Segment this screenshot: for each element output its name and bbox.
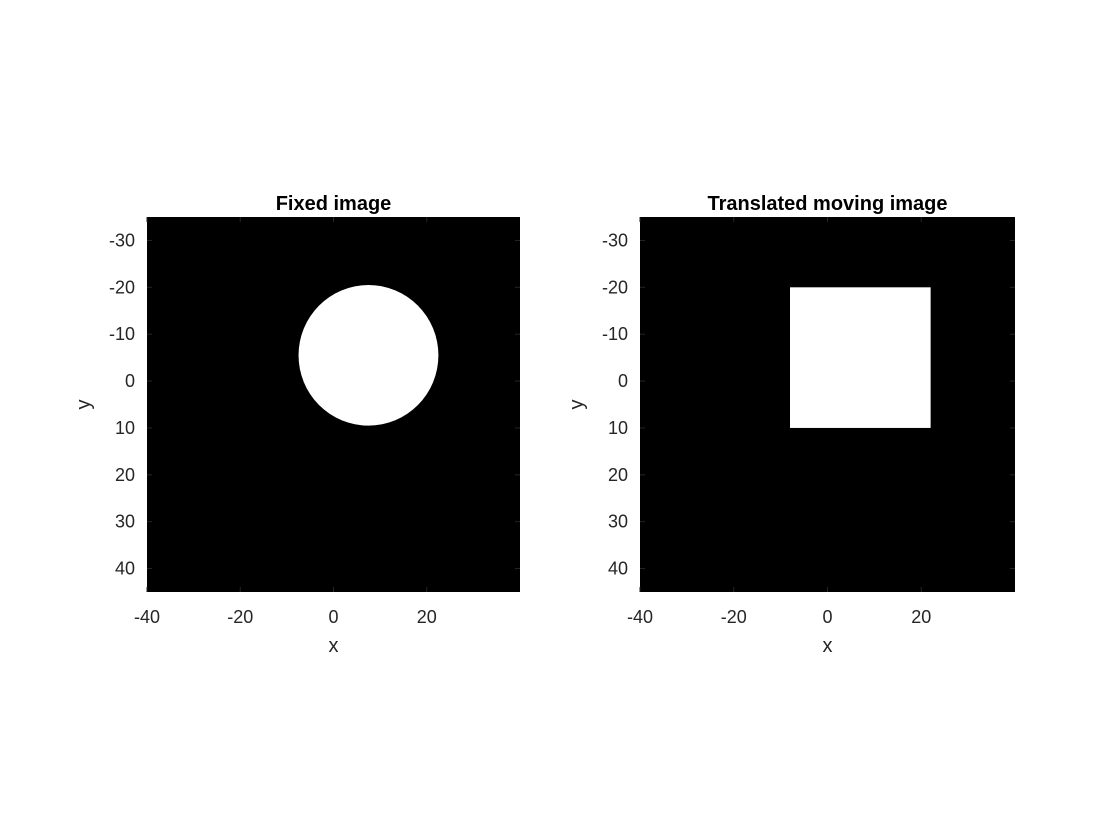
- x-tick-label: -40: [627, 607, 653, 627]
- y-tick-label: 40: [115, 559, 135, 579]
- y-tick-label: 30: [115, 512, 135, 532]
- y-tick-label: -10: [602, 324, 628, 344]
- circle-shape: [298, 284, 439, 426]
- x-tick-label: 0: [328, 607, 338, 627]
- y-tick-label: 20: [608, 465, 628, 485]
- chart-title: Translated moving image: [707, 193, 947, 215]
- x-tick-label: -40: [134, 607, 160, 627]
- y-tick-label: 20: [115, 465, 135, 485]
- y-tick-label: -20: [109, 277, 135, 297]
- y-tick-label: 40: [608, 559, 628, 579]
- y-axis-label: y: [73, 400, 95, 410]
- y-tick-label: -20: [602, 277, 628, 297]
- x-tick-label: 20: [417, 607, 437, 627]
- panel-1: -40 -20 0 20 -30 -20 -10 0 10 20 30 40 Fixed image x y: [73, 193, 520, 657]
- y-tick-label: 10: [608, 418, 628, 438]
- chart-title: Fixed image: [276, 193, 392, 215]
- x-axis-label: x: [823, 635, 833, 657]
- y-axis-label: y: [566, 400, 588, 410]
- square-shape: [790, 287, 931, 428]
- panel-2: -40 -20 0 20 -30 -20 -10 0 10 20 30 40 Translated mo…: [566, 193, 1015, 657]
- y-tick-label: 30: [608, 512, 628, 532]
- x-tick-label: -20: [721, 607, 747, 627]
- y-tick-label: 0: [618, 371, 628, 391]
- y-tick-label: -30: [109, 230, 135, 250]
- x-axis-label: x: [329, 635, 339, 657]
- x-tick-label: -20: [227, 607, 253, 627]
- y-tick-label: -10: [109, 324, 135, 344]
- y-tick-label: -30: [602, 230, 628, 250]
- x-tick-label: 0: [822, 607, 832, 627]
- y-tick-label: 10: [115, 418, 135, 438]
- y-tick-label: 0: [125, 371, 135, 391]
- x-tick-label: 20: [911, 607, 931, 627]
